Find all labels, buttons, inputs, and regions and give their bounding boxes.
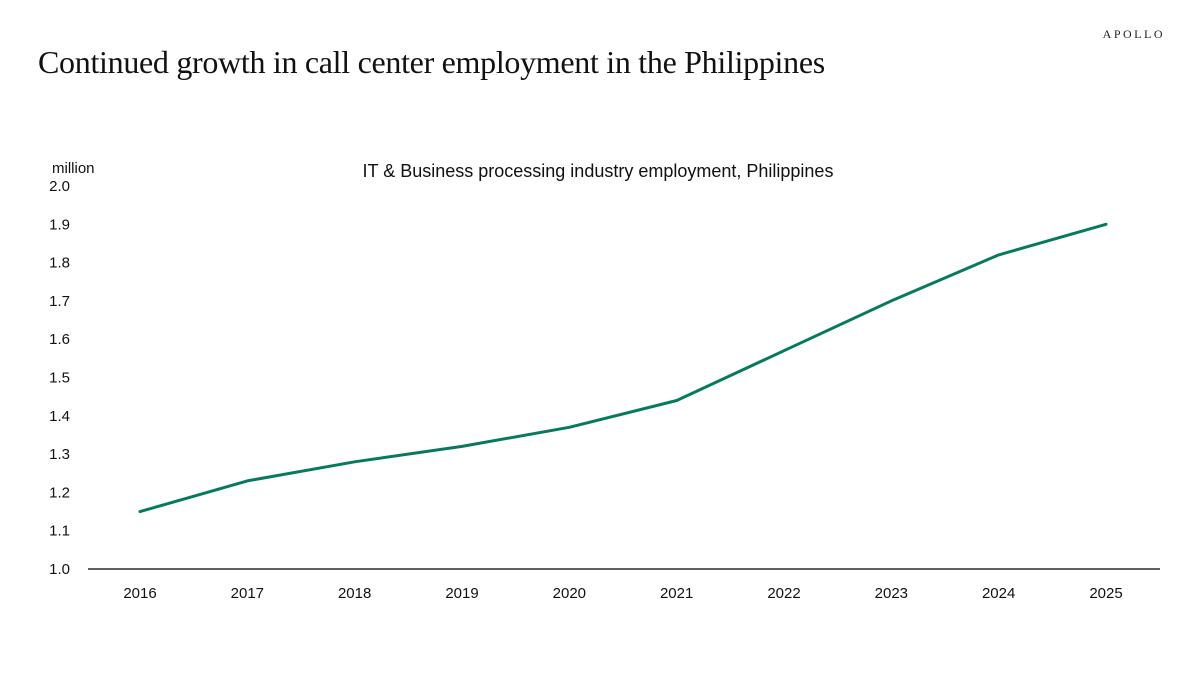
y-tick-label: 1.6	[49, 331, 70, 348]
y-tick-label: 1.4	[49, 408, 70, 425]
y-tick-label: 1.3	[49, 446, 70, 463]
x-tick-label: 2019	[445, 585, 478, 602]
y-tick-label: 2.0	[49, 178, 70, 195]
x-tick-label: 2018	[338, 585, 371, 602]
series-group	[138, 222, 1108, 514]
page-title: Continued growth in call center employme…	[38, 44, 825, 80]
x-tick-label: 2017	[231, 585, 264, 602]
brand-logo: APOLLO	[1102, 27, 1165, 41]
x-tick-label: 2022	[767, 585, 800, 602]
series-line	[138, 222, 1108, 514]
x-tick-label: 2020	[553, 585, 586, 602]
x-tick-label: 2023	[875, 585, 908, 602]
y-tick-label: 1.9	[49, 216, 70, 233]
y-tick-label: 1.2	[49, 484, 70, 501]
x-axis-ticks: 2016 2017 2018 2019 2020 2021 2022 2023 2024 2025	[123, 585, 1122, 602]
chart-title: IT & Business processing industry employ…	[363, 161, 834, 181]
y-tick-label: 1.5	[49, 370, 70, 387]
y-tick-label: 1.1	[49, 523, 70, 540]
y-tick-label: 1.8	[49, 255, 70, 272]
x-tick-label: 2025	[1089, 585, 1122, 602]
y-axis-ticks: 1.0 1.1 1.2 1.3 1.4 1.5 1.6 1.7 1.8 1.9 2.0	[49, 178, 70, 578]
y-axis-unit-label: million	[52, 160, 95, 177]
x-tick-label: 2016	[123, 585, 156, 602]
y-tick-label: 1.0	[49, 561, 70, 578]
y-tick-label: 1.7	[49, 293, 70, 310]
x-tick-label: 2021	[660, 585, 693, 602]
x-tick-label: 2024	[982, 585, 1015, 602]
